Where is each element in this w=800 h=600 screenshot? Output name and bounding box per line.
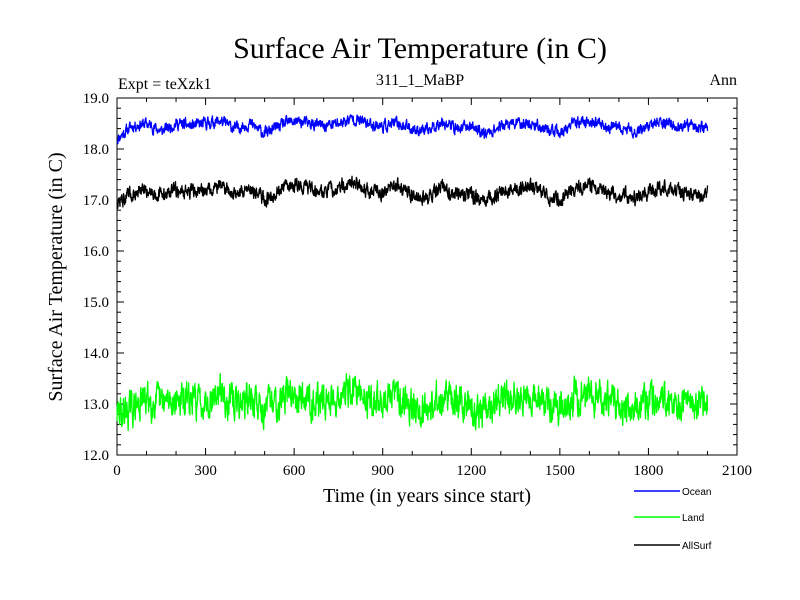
y-tick-label: 13.0 [83, 397, 109, 413]
x-tick-label: 600 [283, 463, 306, 479]
x-tick-label: 0 [113, 463, 121, 479]
x-tick-label: 300 [194, 463, 217, 479]
legend-label-land: Land [682, 513, 704, 524]
legend: Ocean Land AllSurf [634, 487, 712, 552]
y-tick-label: 15.0 [83, 295, 109, 311]
experiment-period-label: 311_1_MaBP [376, 72, 464, 89]
x-tick-label: 2100 [722, 463, 752, 479]
legend-label-allsurf: AllSurf [682, 541, 712, 552]
experiment-label: Expt = teXzk1 [118, 76, 211, 93]
x-tick-label: 1500 [545, 463, 575, 479]
legend-label-ocean: Ocean [682, 487, 711, 498]
y-tick-label: 17.0 [83, 193, 109, 209]
y-tick-label: 19.0 [83, 91, 109, 107]
y-tick-label: 18.0 [83, 142, 109, 158]
series-line-land [116, 372, 709, 432]
x-tick-label: 1200 [456, 463, 486, 479]
y-axis-label: Surface Air Temperature (in C) [45, 152, 67, 401]
series-line-ocean [116, 114, 709, 145]
x-tick-label: 1800 [633, 463, 663, 479]
plot-frame [116, 97, 738, 456]
y-tick-label: 12.0 [83, 448, 109, 464]
y-tick-label: 16.0 [83, 244, 109, 260]
season-label: Ann [709, 72, 737, 89]
y-tick-label: 14.0 [83, 346, 109, 362]
series-line-allsurf [116, 175, 709, 210]
chart-title: Surface Air Temperature (in C) [233, 32, 607, 65]
x-axis-label: Time (in years since start) [323, 485, 531, 507]
x-tick-label: 900 [371, 463, 394, 479]
plot-area: 0 300 600 900 1200 1500 1800 2100 12.0 13.0 14.0 15… [83, 91, 752, 479]
